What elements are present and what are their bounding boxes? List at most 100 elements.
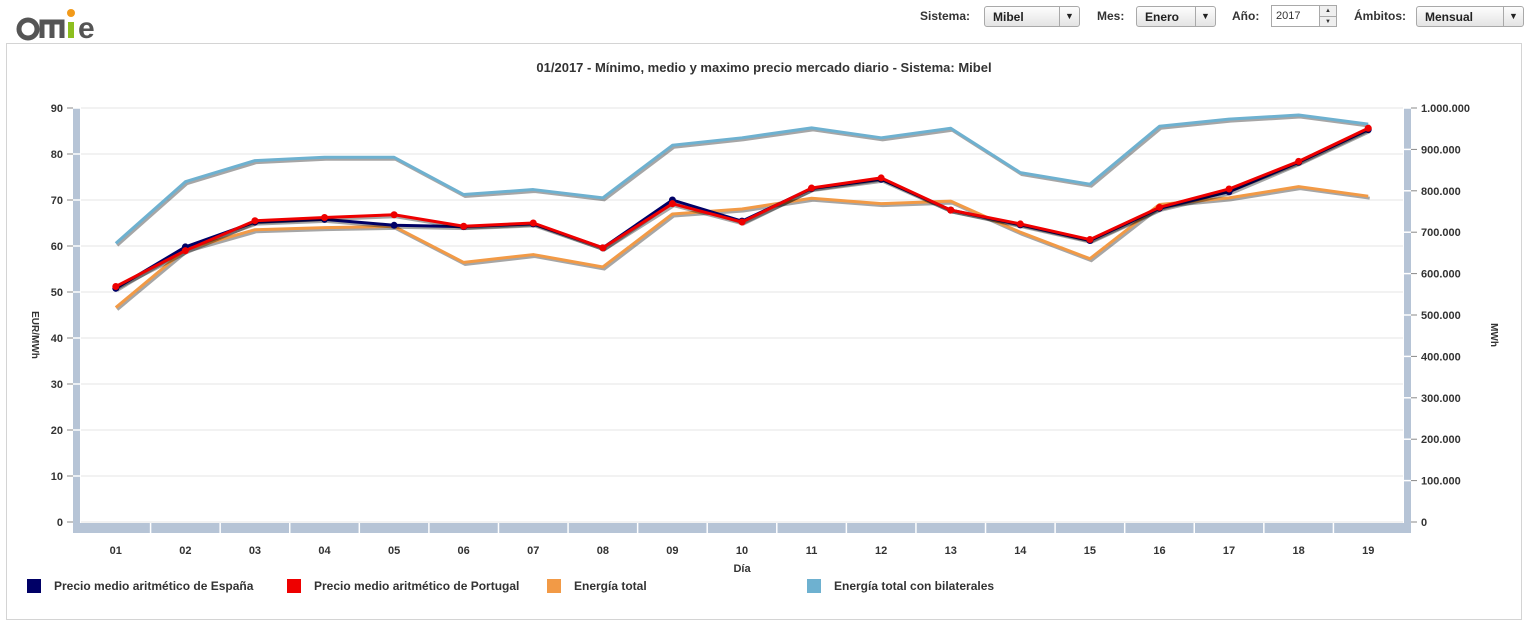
series-1-point [251,217,259,225]
series-3-line [114,113,1369,245]
anio-value: 2017 [1276,10,1301,22]
y-tick-label: 60 [51,241,63,253]
left-axis-band [73,108,80,524]
series-1-point [321,213,329,221]
sistema-value: Mibel [993,10,1024,24]
y-tick-label: 80 [51,149,63,161]
chart-panel: 01/2017 - Mínimo, medio y maximo precio … [6,43,1522,620]
y-tick-label: 0 [57,517,63,529]
legend-label: Energía total con bilaterales [834,579,994,593]
y2-tick-label: 0 [1421,517,1427,529]
y-tick-label: 30 [51,379,63,391]
anio-label: Año: [1232,9,1260,23]
y-tick-label: 20 [51,425,63,437]
x-tick-label: 08 [597,545,609,557]
x-axis-title: Día [733,563,751,575]
x-tick-label: 13 [945,545,957,557]
series-1-point [1016,220,1024,228]
series-0-point [390,221,398,229]
x-tick-label: 11 [806,545,818,557]
legend-swatch [807,579,821,593]
legend-swatch [27,579,41,593]
y-tick-label: 10 [51,471,63,483]
x-tick-label: 04 [318,545,331,557]
x-tick-label: 06 [458,545,470,557]
series-1-point [668,200,676,208]
sistema-label: Sistema: [920,9,971,23]
y2-tick-label: 400.000 [1421,351,1461,363]
legend-label: Precio medio aritmético de Portugal [314,579,519,593]
series-1-point [1295,157,1303,165]
x-tick-label: 14 [1014,545,1027,557]
x-tick-label: 17 [1223,545,1235,557]
series-1-point [808,184,816,192]
legend-label: Energía total [574,579,647,593]
svg-text:e: e [78,12,95,42]
series-1-line [115,126,1369,288]
x-tick-label: 09 [666,545,678,557]
x-tick-label: 03 [249,545,261,557]
x-tick-label: 19 [1362,545,1374,557]
y2-tick-label: 500.000 [1421,310,1461,322]
x-tick-label: 15 [1084,545,1096,557]
bottom-axis-band [73,523,1411,533]
y2-tick-label: 100.000 [1421,476,1461,488]
ambitos-select[interactable]: Mensual ▼ [1416,6,1524,27]
y2-tick-label: 200.000 [1421,434,1461,446]
y-tick-label: 40 [51,333,63,345]
legend-label: Precio medio aritmético de España [54,579,254,593]
x-tick-label: 10 [736,545,748,557]
series-1-point [390,211,398,219]
series-1-point [112,282,120,290]
series-1-point [877,174,885,182]
price-energy-chart: 01/2017 - Mínimo, medio y maximo precio … [27,60,1499,593]
ambitos-label: Ámbitos: [1354,9,1406,23]
series-1-point [947,206,955,214]
series-1-point [1225,185,1233,193]
y-tick-label: 70 [51,195,63,207]
legend-swatch [287,579,301,593]
x-tick-label: 01 [110,545,122,557]
right-axis-band [1404,108,1411,524]
y2-axis-title: MWh [1488,323,1499,347]
series-1-point [1364,124,1372,132]
chevron-down-icon: ▼ [1059,7,1079,26]
series-1-point [529,219,537,227]
chart-title: 01/2017 - Mínimo, medio y maximo precio … [536,60,991,75]
series-1-point [1155,203,1163,211]
top-toolbar: omie e Sistema: Mibel ▼ Mes: Enero ▼ Año… [0,0,1528,42]
series-1-point [181,247,189,255]
legend-swatch [547,579,561,593]
y-tick-label: 50 [51,287,63,299]
anio-stepper[interactable]: 2017 ▲ ▼ [1271,5,1337,27]
y-axis-title: EUR/MWh [29,311,40,359]
mes-label: Mes: [1097,9,1125,23]
y-tick-label: 90 [51,103,63,115]
x-tick-label: 18 [1293,545,1305,557]
y2-tick-label: 700.000 [1421,227,1461,239]
mes-value: Enero [1145,10,1180,24]
y2-tick-label: 900.000 [1421,144,1461,156]
series-1-point [460,222,468,230]
series-1-point [599,244,607,252]
series-1-point [1086,236,1094,244]
x-tick-label: 16 [1153,545,1165,557]
y2-tick-label: 600.000 [1421,269,1461,281]
mes-select[interactable]: Enero ▼ [1136,6,1216,27]
y2-tick-label: 300.000 [1421,393,1461,405]
series-1-point [738,218,746,226]
x-tick-label: 05 [388,545,400,557]
x-tick-label: 07 [527,545,539,557]
y2-tick-label: 1.000.000 [1421,103,1470,115]
y2-tick-label: 800.000 [1421,186,1461,198]
x-tick-label: 12 [875,545,887,557]
series-3-shadow [116,115,1370,247]
sistema-select[interactable]: Mibel ▼ [984,6,1080,27]
x-tick-label: 02 [179,545,191,557]
omie-logo[interactable]: omie e [8,2,118,42]
stepper-up-icon[interactable]: ▲ [1325,8,1331,14]
stepper-down-icon[interactable]: ▼ [1320,16,1336,26]
ambitos-value: Mensual [1425,10,1474,24]
chevron-down-icon: ▼ [1195,7,1215,26]
chevron-down-icon: ▼ [1503,7,1523,26]
